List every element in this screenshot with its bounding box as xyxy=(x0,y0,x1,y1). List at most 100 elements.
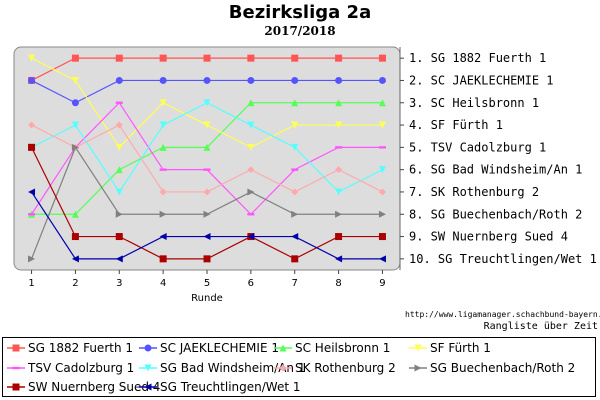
legend-swatch xyxy=(409,364,427,372)
rank-label: 5. TSV Cadolzburg 1 xyxy=(409,140,546,154)
data-point xyxy=(335,210,343,218)
legend-item-sc-heilsbronn-1: SC Heilsbronn 1 xyxy=(274,339,390,357)
rank-label: 2. SC JAEKLECHEMIE 1 xyxy=(409,73,554,87)
data-point xyxy=(291,168,299,171)
legend-item-sw-nuernberg-sued-4: SW Nuernberg Sued 4 xyxy=(7,378,160,396)
data-point xyxy=(115,101,123,104)
rank-label: 8. SG Buechenbach/Roth 2 xyxy=(409,207,582,221)
series-tsv-cadolzburg-1 xyxy=(28,101,386,216)
data-point xyxy=(203,188,211,196)
legend-swatch xyxy=(409,344,427,352)
data-point xyxy=(378,166,386,174)
data-point xyxy=(335,121,343,129)
data-point xyxy=(291,210,299,218)
data-point xyxy=(291,255,299,263)
data-point xyxy=(247,233,255,241)
legend-item-tsv-cadolzburg-1: TSV Cadolzburg 1 xyxy=(7,359,134,377)
data-point xyxy=(291,121,299,129)
legend-item-sf-f-rth-1: SF Fürth 1 xyxy=(409,339,491,357)
legend-label: SG Buechenbach/Roth 2 xyxy=(430,361,576,375)
legend-marker xyxy=(279,364,287,372)
x-tick-label: 6 xyxy=(248,278,254,289)
data-point xyxy=(28,76,36,84)
data-point xyxy=(159,76,167,84)
x-tick-label: 1 xyxy=(28,278,34,289)
data-point xyxy=(203,210,211,218)
data-point xyxy=(159,210,167,218)
data-point xyxy=(28,255,36,263)
data-point xyxy=(71,210,79,218)
series-sg-treuchtlingen-wet-1 xyxy=(28,188,386,263)
data-point xyxy=(115,54,123,62)
data-point xyxy=(203,255,211,263)
legend-marker xyxy=(414,364,422,372)
data-point xyxy=(159,233,167,241)
legend-item-sg-bad-windsheim-an-1: SG Bad Windsheim/An 1 xyxy=(139,359,305,377)
rank-label: 7. SK Rothenburg 2 xyxy=(409,185,539,199)
legend-label: SC Heilsbronn 1 xyxy=(295,341,391,355)
legend-marker xyxy=(12,383,20,391)
x-tick-label: 7 xyxy=(292,278,298,289)
x-tick-label: 9 xyxy=(379,278,385,289)
data-point xyxy=(115,76,123,84)
data-point xyxy=(378,188,386,196)
legend-item-sc-jaeklechemie-1: SC JAEKLECHEMIE 1 xyxy=(139,339,279,357)
data-point xyxy=(115,188,123,196)
legend-item-sg-buechenbach-roth-2: SG Buechenbach/Roth 2 xyxy=(409,359,575,377)
source-url: http://www.ligamanager.schachbund-bayern… xyxy=(405,310,600,319)
data-point xyxy=(335,233,343,241)
legend-label: SG Bad Windsheim/An 1 xyxy=(160,361,306,375)
data-point xyxy=(247,213,255,216)
legend-swatch xyxy=(7,344,25,352)
data-point xyxy=(71,255,79,263)
data-point xyxy=(247,121,255,129)
data-point xyxy=(291,54,299,62)
data-point xyxy=(203,143,211,151)
data-point xyxy=(378,255,386,263)
legend-item-sk-rothenburg-2: SK Rothenburg 2 xyxy=(274,359,396,377)
data-point xyxy=(335,146,343,149)
data-point xyxy=(159,188,167,196)
chart-subtitle: 2017/2018 xyxy=(264,24,336,38)
legend-label: SW Nuernberg Sued 4 xyxy=(28,380,161,394)
legend-marker xyxy=(12,344,20,352)
legend-label: TSV Cadolzburg 1 xyxy=(28,361,135,375)
data-point xyxy=(291,76,299,84)
data-point xyxy=(378,54,386,62)
legend-label: SG 1882 Fuerth 1 xyxy=(28,341,134,355)
chart-legend: SG 1882 Fuerth 1 SC JAEKLECHEMIE 1 SC Heil… xyxy=(2,337,596,397)
data-point xyxy=(291,233,299,241)
series-sf-f-rth-1 xyxy=(28,54,386,151)
data-point xyxy=(71,99,79,107)
data-point xyxy=(28,213,36,216)
data-point xyxy=(335,255,343,263)
data-point xyxy=(247,54,255,62)
x-axis-label: Runde xyxy=(191,293,223,304)
data-point xyxy=(247,76,255,84)
rank-label: 3. SC Heilsbronn 1 xyxy=(409,96,539,110)
data-point xyxy=(71,121,79,129)
data-point xyxy=(247,188,255,196)
data-point xyxy=(71,233,79,241)
data-point xyxy=(115,210,123,218)
legend-marker xyxy=(144,344,152,352)
data-point xyxy=(378,146,386,149)
data-point xyxy=(159,168,167,171)
data-point xyxy=(247,166,255,174)
data-point xyxy=(203,54,211,62)
data-point xyxy=(335,54,343,62)
rank-label: 10. SG Treuchtlingen/Wet 1 xyxy=(409,252,597,266)
data-point xyxy=(28,121,36,129)
series-sg-buechenbach-roth-2 xyxy=(28,143,386,263)
legend-swatch xyxy=(139,383,157,391)
legend-marker xyxy=(144,364,152,372)
data-point xyxy=(159,255,167,263)
data-point xyxy=(115,166,123,174)
data-point xyxy=(335,166,343,174)
data-point xyxy=(247,143,255,151)
legend-swatch xyxy=(7,366,25,370)
data-point xyxy=(378,233,386,241)
data-point xyxy=(335,188,343,196)
rank-label: 6. SG Bad Windsheim/An 1 xyxy=(409,163,582,177)
data-point xyxy=(203,121,211,129)
